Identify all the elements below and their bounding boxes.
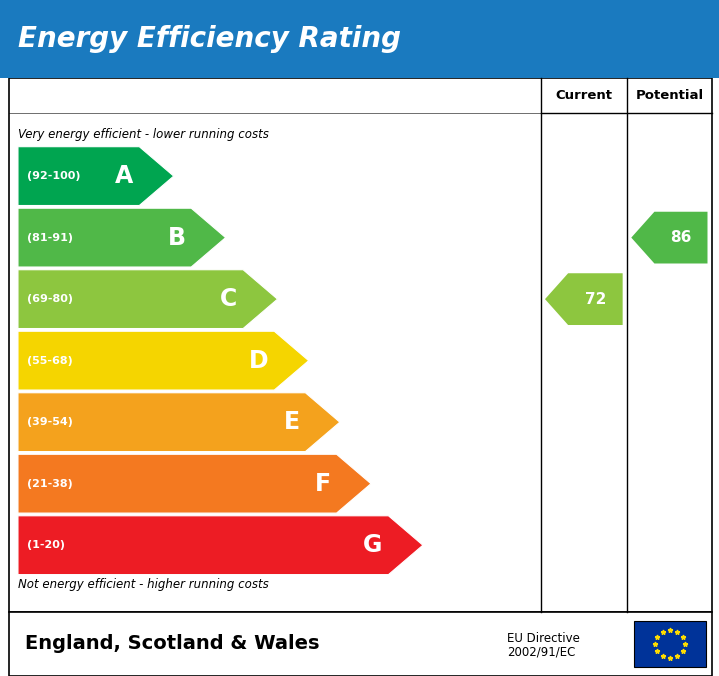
Bar	[9, 612, 712, 676]
Polygon shape	[18, 331, 308, 390]
Polygon shape	[545, 273, 623, 325]
Polygon shape	[18, 147, 174, 206]
Text: Very energy efficient - lower running costs: Very energy efficient - lower running co…	[18, 128, 269, 141]
Polygon shape	[18, 393, 340, 452]
Text: D: D	[249, 349, 268, 372]
Polygon shape	[18, 516, 423, 575]
Text: (92-100): (92-100)	[27, 171, 80, 181]
Text: (55-68): (55-68)	[27, 356, 73, 366]
Text: (21-38): (21-38)	[27, 479, 73, 489]
Text: G: G	[363, 533, 383, 557]
Text: EU Directive: EU Directive	[507, 632, 580, 645]
Polygon shape	[18, 270, 278, 329]
Text: (39-54): (39-54)	[27, 417, 73, 427]
Text: Current: Current	[555, 89, 613, 102]
Text: A: A	[115, 164, 134, 188]
Bar	[0, 0, 719, 78]
Text: Energy Efficiency Rating: Energy Efficiency Rating	[18, 25, 401, 53]
Text: 72: 72	[585, 291, 606, 307]
Polygon shape	[18, 454, 371, 513]
Text: 2002/91/EC: 2002/91/EC	[507, 646, 575, 658]
Text: (1-20): (1-20)	[27, 540, 65, 550]
Polygon shape	[631, 212, 707, 264]
Text: Potential: Potential	[636, 89, 703, 102]
Text: F: F	[315, 472, 331, 496]
Text: (69-80): (69-80)	[27, 294, 73, 304]
Polygon shape	[18, 208, 226, 267]
Bar	[9, 78, 712, 612]
Text: B: B	[168, 226, 186, 249]
Text: 86: 86	[670, 230, 692, 245]
Text: E: E	[283, 410, 300, 434]
Text: England, Scotland & Wales: England, Scotland & Wales	[25, 634, 320, 654]
Text: C: C	[220, 287, 237, 311]
Text: Not energy efficient - higher running costs: Not energy efficient - higher running co…	[18, 578, 269, 591]
Text: (81-91): (81-91)	[27, 233, 73, 243]
Bar	[634, 621, 706, 667]
